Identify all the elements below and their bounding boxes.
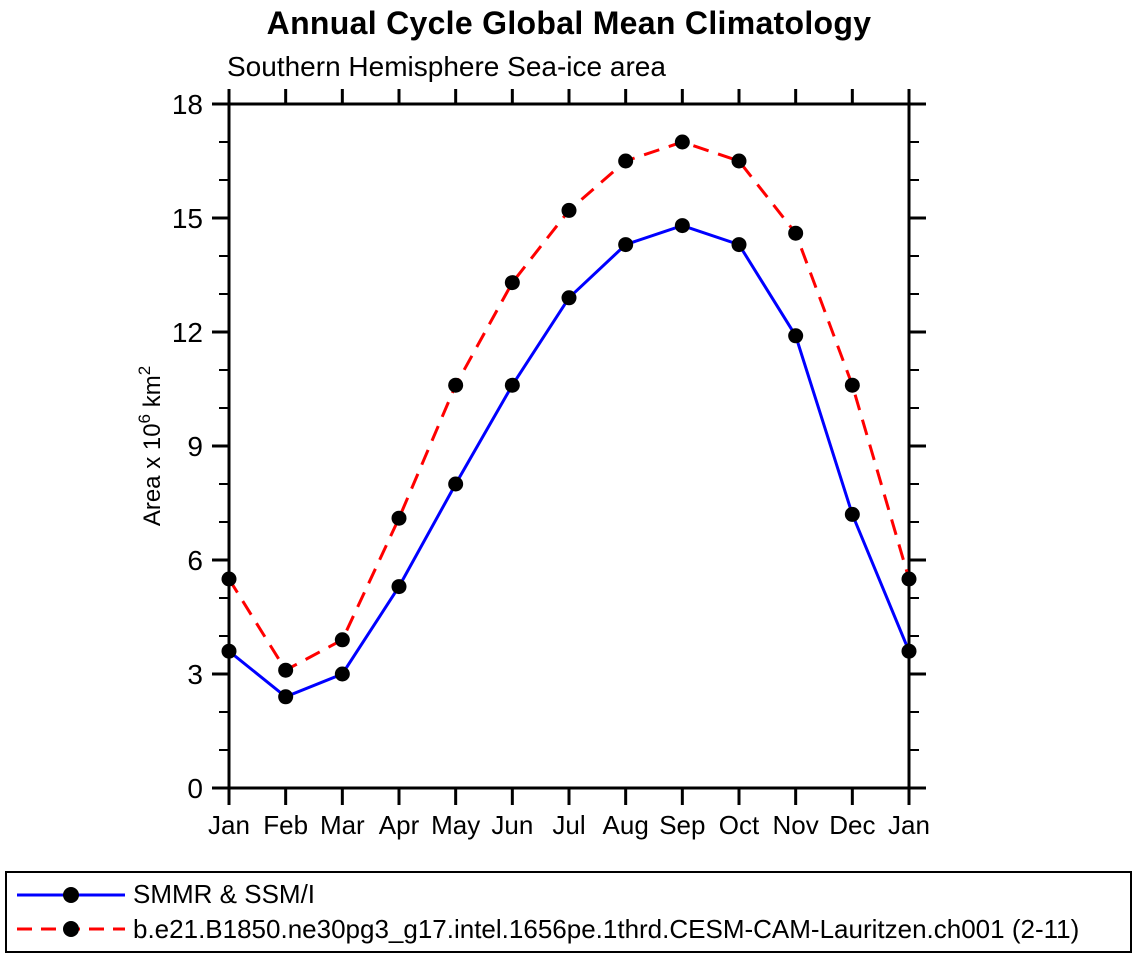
data-point-marker [844,377,860,393]
sea-ice-chart: Jan Feb Mar Apr May Jun Jul Aug Sep Oct Nov Dec Jan0… [135,89,930,840]
svg-text:Sep: Sep [659,810,705,840]
legend-line-sample [17,886,125,903]
data-point-marker [674,218,690,234]
legend-marker [63,921,79,938]
svg-text:12: 12 [172,317,203,348]
data-point-marker [561,290,577,306]
svg-text:Jan: Jan [888,810,930,840]
data-point-marker [901,571,917,587]
y-axis-title: Area x 106 km2 [135,366,166,526]
chart-title: Annual Cycle Global Mean Climatology [266,5,872,41]
svg-text:18: 18 [172,89,203,120]
svg-text:Jun: Jun [491,810,533,840]
legend-label-model: b.e21.B1850.ne30pg3_g17.intel.1656pe.1th… [133,913,1080,944]
data-point-marker [788,328,804,344]
svg-text:3: 3 [187,659,203,690]
data-point-marker [901,643,917,659]
series-1 [221,134,917,678]
legend-label-observation: SMMR & SSM/I [133,879,316,910]
legend-sample-observation [15,884,127,906]
legend-line-sample [17,921,125,938]
svg-text:6: 6 [187,545,203,576]
data-point-marker [788,225,804,241]
svg-text:Jan: Jan [208,810,250,840]
svg-text:Aug: Aug [603,810,649,840]
data-point-marker [731,237,747,253]
data-point-marker [618,237,634,253]
legend-row-model: b.e21.B1850.ne30pg3_g17.intel.1656pe.1th… [15,913,1130,944]
svg-text:Mar: Mar [320,810,365,840]
data-point-marker [278,689,294,705]
data-point-marker [448,476,464,492]
data-point-marker [674,134,690,150]
svg-text:9: 9 [187,431,203,462]
legend-box: SMMR & SSM/I b.e21.B1850.ne30pg3_g17.int… [5,871,1132,953]
svg-text:15: 15 [172,203,203,234]
data-point-marker [334,666,350,682]
legend-sample-model [15,918,127,940]
svg-text:Dec: Dec [829,810,875,840]
svg-text:0: 0 [187,773,203,804]
data-point-marker [391,510,407,526]
data-point-marker [561,202,577,218]
data-point-marker [221,571,237,587]
data-point-marker [278,662,294,678]
svg-text:Feb: Feb [263,810,308,840]
data-point-marker [844,506,860,522]
axis-labels: Jan Feb Mar Apr May Jun Jul Aug Sep Oct Nov Dec Jan0… [172,89,930,840]
data-point-marker [391,579,407,595]
chart-subtitle: Southern Hemisphere Sea-ice area [227,51,666,82]
data-point-marker [731,153,747,169]
series-0 [221,218,917,705]
svg-text:Apr: Apr [379,810,420,840]
svg-text:Nov: Nov [773,810,819,840]
data-point-marker [504,377,520,393]
legend-row-observation: SMMR & SSM/I [15,879,1130,910]
data-point-marker [504,275,520,291]
data-point-marker [448,377,464,393]
svg-text:May: May [431,810,480,840]
svg-text:Oct: Oct [719,810,760,840]
legend-marker [63,886,79,903]
data-point-marker [221,643,237,659]
svg-text:Jul: Jul [552,810,585,840]
axes [212,89,926,805]
data-point-marker [618,153,634,169]
data-point-marker [334,632,350,648]
